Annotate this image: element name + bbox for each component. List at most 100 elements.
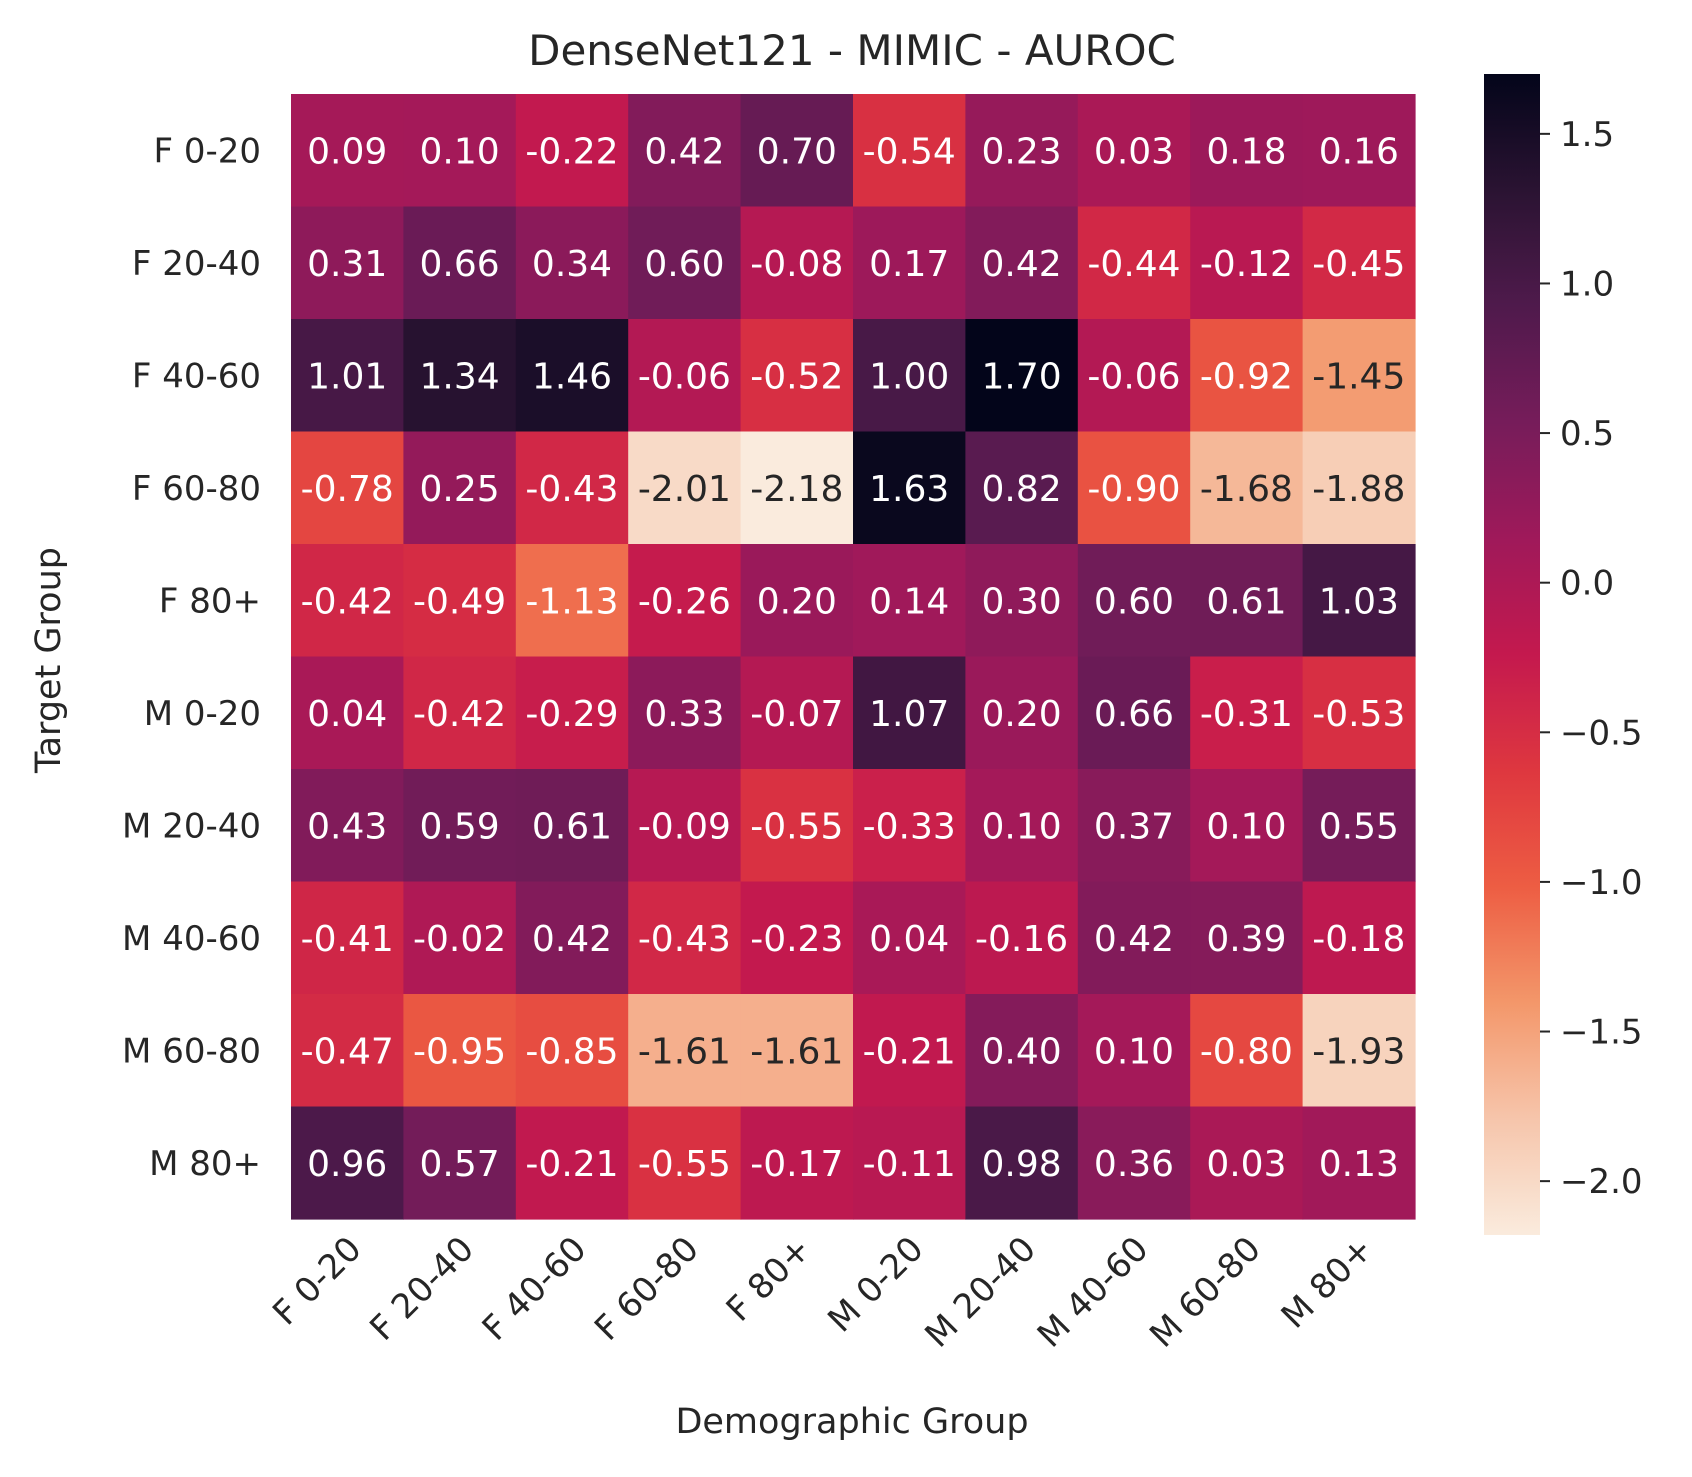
y-axis-ticks: F 0-20 F 20-40 F 40-60 F 60-80 F 80+ M 0-20 M … (122, 131, 261, 1184)
heatmap-cell (628, 881, 742, 995)
heatmap-cell (515, 1106, 629, 1220)
heatmap-cell (853, 881, 966, 995)
cell-value-label: 0.42 (982, 244, 1062, 285)
heatmap-cell (628, 319, 742, 433)
heatmap-cell (403, 881, 517, 995)
cell-value-label: -0.21 (863, 1031, 956, 1072)
heatmap-cell (403, 994, 517, 1108)
heatmap-cell (403, 656, 517, 770)
cell-value-label: 0.03 (1206, 1144, 1286, 1185)
heatmap-cell (853, 319, 966, 433)
cell-value-label: 0.60 (1094, 581, 1174, 622)
cell-value-label: -0.21 (525, 1144, 618, 1185)
cell-value-label: 1.34 (420, 356, 500, 397)
heatmap-cell (965, 656, 1079, 770)
cell-value-label: 0.33 (644, 694, 724, 735)
cell-value-label: 0.82 (982, 469, 1062, 510)
cell-value-label: 0.30 (982, 581, 1062, 622)
cell-value-label: -0.22 (525, 131, 618, 172)
cell-value-label: 0.18 (1206, 131, 1286, 172)
cell-value-label: -0.78 (301, 469, 394, 510)
cell-value-label: -0.31 (1200, 694, 1293, 735)
heatmap-cell (515, 319, 629, 433)
colorbar-tick-label: 1.0 (1560, 264, 1614, 304)
heatmap-cell (1190, 206, 1304, 320)
heatmap-cell (1190, 769, 1304, 883)
heatmap-cell (291, 656, 404, 770)
cell-value-label: 0.04 (869, 919, 949, 960)
cell-value-label: 0.40 (982, 1031, 1062, 1072)
heatmap-cell (403, 431, 517, 545)
heatmap-cell (1077, 1106, 1191, 1220)
cell-value-label: -0.52 (750, 356, 843, 397)
cell-value-label: 0.36 (1094, 1144, 1174, 1185)
colorbar-tick-label: 0.5 (1560, 414, 1614, 454)
x-tick-label: M 20-40 (917, 1229, 1044, 1356)
y-tick-label: F 80+ (159, 581, 261, 621)
y-tick-label: F 60-80 (132, 469, 261, 509)
cell-value-label: -1.68 (1200, 469, 1293, 510)
heatmap-cell (291, 881, 404, 995)
heatmap-cell (515, 544, 629, 658)
heatmap-cell (740, 881, 854, 995)
cell-value-label: -0.41 (301, 919, 394, 960)
cell-value-label: 0.98 (982, 1144, 1062, 1185)
cell-value-label: 0.42 (532, 919, 612, 960)
cell-value-label: -0.90 (1087, 469, 1180, 510)
cell-value-label: -0.85 (525, 1031, 618, 1072)
heatmap-cell (1190, 881, 1304, 995)
x-tick-label: F 60-80 (587, 1229, 707, 1349)
heatmap-cell (853, 994, 966, 1108)
heatmap-cell (853, 769, 966, 883)
heatmap-cell (515, 94, 629, 208)
cell-value-label: -0.45 (1312, 244, 1405, 285)
cell-value-label: 0.10 (420, 131, 500, 172)
heatmap-cell (1302, 319, 1416, 433)
colorbar-tick-label: −2.0 (1560, 1162, 1643, 1202)
heatmap-cell (403, 769, 517, 883)
cell-value-label: -0.53 (1312, 694, 1405, 735)
cell-value-label: 1.70 (982, 356, 1062, 397)
cell-value-label: 0.20 (982, 694, 1062, 735)
cell-value-label: 0.17 (869, 244, 949, 285)
heatmap-cell (291, 431, 404, 545)
heatmap-cell (403, 319, 517, 433)
colorbar-tick-label: 0.0 (1560, 564, 1614, 604)
heatmap-cell (1190, 1106, 1304, 1220)
cell-value-label: 0.16 (1319, 131, 1399, 172)
cell-value-label: 0.59 (420, 806, 500, 847)
cell-value-label: 0.03 (1094, 131, 1174, 172)
cell-value-label: 0.10 (1206, 806, 1286, 847)
y-axis-label: Target Group (29, 547, 69, 774)
heatmap-cell (515, 994, 629, 1108)
heatmap-cell (1302, 1106, 1416, 1220)
cell-value-label: -0.43 (525, 469, 618, 510)
x-tick-label: F 20-40 (362, 1229, 482, 1349)
cell-value-label: 0.42 (1094, 919, 1174, 960)
heatmap-cell (291, 1106, 404, 1220)
heatmap-cell (403, 544, 517, 658)
cell-value-label: -0.09 (638, 806, 731, 847)
heatmap-cell (1077, 769, 1191, 883)
x-axis-ticks: F 0-20F 20-40F 40-60F 60-80 F 80+ M 0-20M … (265, 1229, 1381, 1356)
heatmap-cell (515, 431, 629, 545)
heatmap-cell (1190, 94, 1304, 208)
heatmap-cell (1302, 769, 1416, 883)
cell-value-label: -0.02 (413, 919, 506, 960)
heatmap-cell (1077, 319, 1191, 433)
heatmap-cell (291, 319, 404, 433)
cell-value-label: -0.06 (1087, 356, 1180, 397)
heatmap-cell (628, 1106, 742, 1220)
heatmap-cell (965, 1106, 1079, 1220)
y-tick-label: F 20-40 (132, 244, 261, 284)
cell-value-label: -0.55 (750, 806, 843, 847)
heatmap-cell (1190, 994, 1304, 1108)
heatmap-cell (628, 94, 742, 208)
cell-value-label: 1.01 (307, 356, 387, 397)
cell-value-label: 1.46 (532, 356, 612, 397)
heatmap-cell (1302, 544, 1416, 658)
heatmap-cell (965, 769, 1079, 883)
heatmap-cell (1302, 431, 1416, 545)
cell-value-label: -1.13 (525, 581, 618, 622)
cell-value-label: -2.18 (750, 469, 843, 510)
